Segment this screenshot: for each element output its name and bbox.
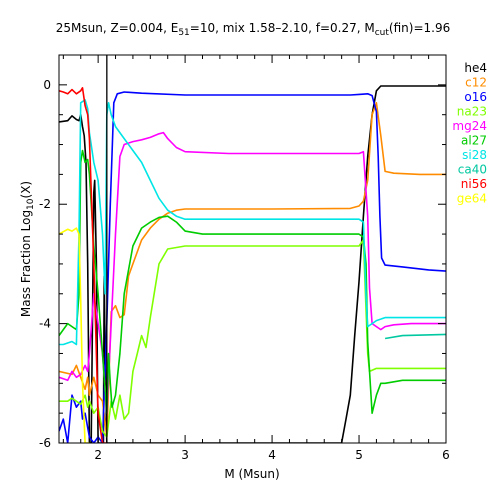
series-line-na23 bbox=[59, 239, 446, 438]
y-tick-label: -2 bbox=[39, 197, 51, 211]
x-tick-label: 2 bbox=[94, 448, 102, 462]
legend-item-na23: na23 bbox=[457, 105, 487, 119]
x-tick-label: 5 bbox=[355, 448, 363, 462]
legend-item-o16: o16 bbox=[464, 90, 487, 104]
y-axis-label: Mass Fraction Log10(X) bbox=[19, 181, 36, 317]
legend-item-ni56: ni56 bbox=[461, 177, 487, 191]
series-line-ge64 bbox=[59, 227, 90, 443]
series-line-o16 bbox=[59, 91, 446, 443]
series-line-si28 bbox=[59, 99, 446, 346]
chart-title: 25Msun, Z=0.004, E51=10, mix 1.58–2.10, … bbox=[56, 21, 450, 38]
x-axis-label: M (Msun) bbox=[224, 467, 279, 481]
series-line-mg24 bbox=[59, 131, 446, 414]
x-tick-label: 4 bbox=[268, 448, 276, 462]
series-line-ca40 bbox=[384, 333, 446, 340]
series-line-al27 bbox=[59, 149, 446, 414]
y-tick-label: -4 bbox=[39, 317, 51, 331]
x-tick-label: 6 bbox=[442, 448, 450, 462]
legend-item-mg24: mg24 bbox=[452, 119, 487, 133]
legend-item-c12: c12 bbox=[465, 76, 487, 90]
y-tick-label: -6 bbox=[39, 436, 51, 450]
legend-item-ge64: ge64 bbox=[457, 192, 487, 206]
series-line-he4 bbox=[59, 85, 446, 443]
legend-item-he4: he4 bbox=[464, 61, 487, 75]
x-tick-label: 3 bbox=[181, 448, 189, 462]
ticks-layer: 2 3 4 5 6 0 -2 -4 -6 bbox=[39, 54, 450, 462]
series-line-ni56 bbox=[59, 87, 107, 443]
y-tick-label: 0 bbox=[43, 78, 51, 92]
legend-item-si28: si28 bbox=[462, 148, 487, 162]
legend-item-ca40: ca40 bbox=[458, 163, 487, 177]
series-line-c12 bbox=[59, 102, 446, 438]
series-layer bbox=[59, 85, 446, 443]
legend-item-al27: al27 bbox=[461, 134, 487, 148]
plot-frame bbox=[58, 54, 447, 444]
